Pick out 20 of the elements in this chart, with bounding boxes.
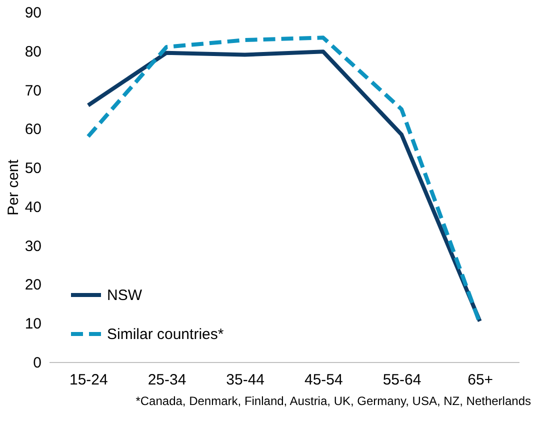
x-tick-label: 65+ xyxy=(468,372,494,388)
x-tick-label: 25-34 xyxy=(148,372,186,388)
y-tick-label: 50 xyxy=(24,160,42,178)
x-tick-label: 45-54 xyxy=(304,372,343,388)
y-tick-label: 10 xyxy=(24,316,42,333)
y-tick-label: 30 xyxy=(24,238,42,255)
legend-label: NSW xyxy=(107,287,143,304)
x-tick-label: 55-64 xyxy=(382,372,422,388)
y-tick-label: 0 xyxy=(33,354,42,372)
legend-label: Similar countries* xyxy=(107,326,224,343)
y-tick-label: 20 xyxy=(24,276,42,294)
x-tick-label: 15-24 xyxy=(69,372,108,388)
text: *Canada, Denmark, Finland, Austria, UK, Germany, USA, NZ, Netherlands xyxy=(134,394,532,408)
y-tick-label: 80 xyxy=(24,43,42,60)
y-tick-label: 40 xyxy=(24,198,42,216)
x-tick-label: 35-44 xyxy=(226,372,265,388)
y-tick-label: 70 xyxy=(24,82,42,100)
y-tick-label: 90 xyxy=(24,4,42,22)
y-axis-title: Per cent xyxy=(4,158,22,216)
y-tick-label: 60 xyxy=(24,121,42,138)
